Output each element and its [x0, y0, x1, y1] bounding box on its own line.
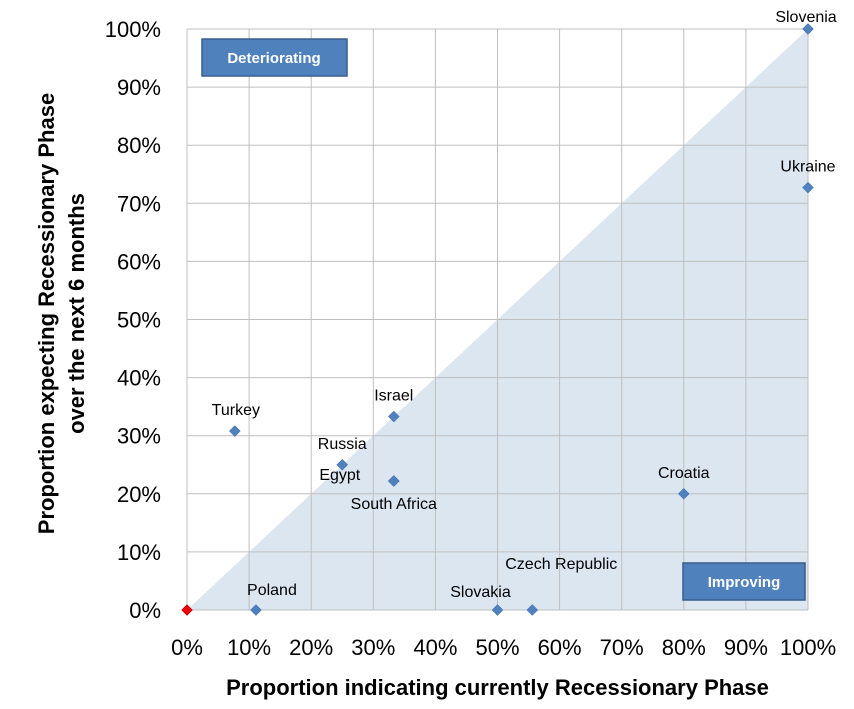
point-label: Turkey	[212, 402, 260, 419]
x-tick-label: 90%	[724, 635, 768, 660]
x-tick-label: 30%	[351, 635, 395, 660]
data-point	[228, 425, 241, 437]
point-label: Slovakia	[450, 584, 511, 601]
x-tick-label: 80%	[662, 635, 706, 660]
y-tick-label: 20%	[117, 482, 161, 507]
point-label: Poland	[247, 582, 297, 599]
point-label: Slovenia	[775, 9, 836, 26]
x-tick-label: 10%	[227, 635, 271, 660]
deteriorating-box	[201, 38, 348, 77]
data-point	[336, 458, 349, 471]
point-label: Russia	[318, 436, 367, 453]
y-tick-label: 10%	[117, 540, 161, 565]
x-axis-title: Proportion indicating currently Recessio…	[226, 675, 769, 700]
y-tick-label: 100%	[105, 17, 161, 42]
x-tick-label: 40%	[413, 635, 457, 660]
data-point	[677, 487, 690, 500]
x-tick-label: 100%	[780, 635, 836, 660]
y-tick-label: 50%	[117, 308, 161, 333]
improving-box	[682, 562, 806, 601]
data-point	[387, 410, 400, 423]
data-point	[387, 475, 400, 487]
y-tick-label: 80%	[117, 133, 161, 158]
y-tick-label: 70%	[117, 191, 161, 216]
y-tick-label: 90%	[117, 75, 161, 100]
y-axis-title-line1: Proportion expecting Recessionary Phase	[34, 93, 59, 534]
point-label: Israel	[374, 388, 413, 405]
data-point	[250, 604, 262, 616]
point-label: Ukraine	[780, 159, 835, 176]
point-label: South Africa	[351, 496, 437, 513]
point-label: Croatia	[658, 465, 710, 482]
data-point	[802, 181, 814, 194]
y-tick-label: 0%	[129, 598, 161, 623]
y-axis-title-line2: over the next 6 months	[64, 193, 89, 434]
y-tick-label: 40%	[117, 366, 161, 391]
x-tick-label: 70%	[600, 635, 644, 660]
data-point	[802, 23, 814, 35]
y-tick-label: 60%	[117, 249, 161, 274]
x-tick-label: 0%	[171, 635, 203, 660]
point-label: Czech Republic	[505, 556, 617, 573]
data-point	[491, 604, 504, 616]
x-tick-label: 60%	[538, 635, 582, 660]
point-label: Egypt	[319, 467, 360, 484]
origin-marker	[181, 604, 193, 616]
deteriorating-label: Deteriorating	[227, 50, 320, 67]
x-tick-label: 20%	[289, 635, 333, 660]
y-tick-label: 30%	[117, 424, 161, 449]
data-point	[526, 604, 539, 616]
improving-label: Improving	[708, 574, 781, 591]
x-tick-label: 50%	[475, 635, 519, 660]
